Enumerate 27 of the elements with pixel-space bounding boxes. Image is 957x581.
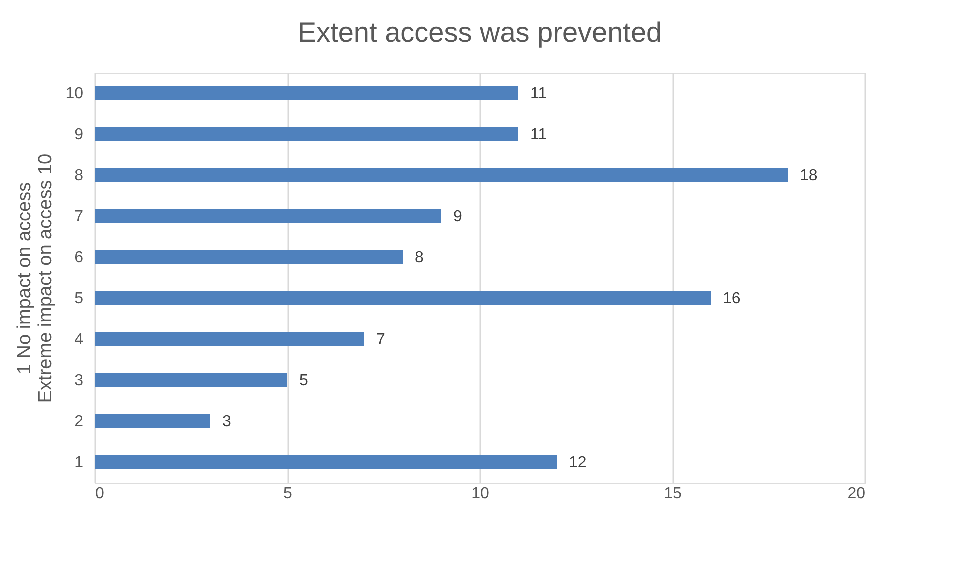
data-label: 18 — [800, 168, 818, 184]
y-tick-label: 6 — [74, 250, 84, 266]
x-tick-label: 0 — [96, 486, 104, 502]
data-label: 8 — [415, 250, 424, 266]
data-label: 7 — [376, 332, 386, 348]
chart-title: Extent access was prevented — [298, 17, 662, 48]
x-tick-label: 5 — [284, 486, 293, 502]
data-label: 3 — [222, 414, 232, 430]
data-label: 5 — [300, 372, 308, 390]
y-tick-label: 3 — [74, 372, 84, 390]
y-tick-label: 2 — [74, 414, 84, 430]
y-axis-title: 1 No impact on access Extreme impact on access 10 — [14, 154, 57, 404]
x-tick-label: 10 — [472, 486, 490, 502]
x-tick-label: 20 — [848, 486, 866, 502]
y-tick-label: 5 — [74, 290, 84, 308]
data-label: 16 — [723, 290, 741, 308]
data-label: 11 — [530, 126, 548, 144]
y-tick-label: 1 — [74, 454, 84, 472]
y-tick-label: 8 — [74, 168, 84, 184]
data-label: 11 — [530, 86, 548, 102]
data-label: 12 — [569, 454, 587, 472]
x-tick-label: 15 — [664, 486, 682, 502]
y-tick-label: 7 — [74, 208, 84, 226]
y-tick-label: 9 — [74, 126, 84, 144]
y-tick-label: 4 — [74, 332, 84, 348]
y-tick-label: 10 — [66, 86, 84, 102]
data-label: 9 — [454, 208, 462, 226]
